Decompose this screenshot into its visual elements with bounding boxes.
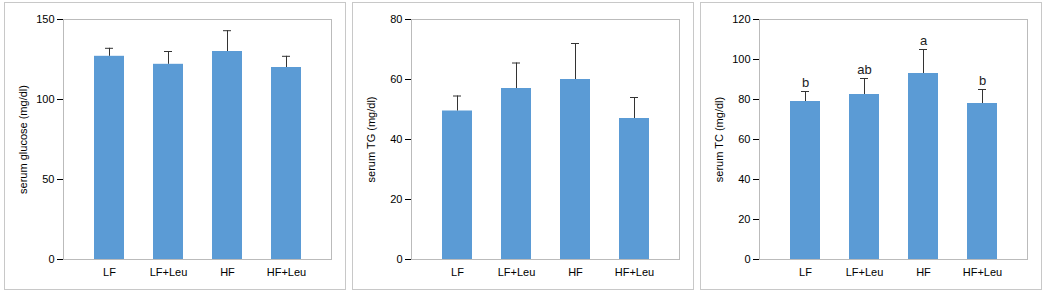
svg-text:0: 0: [396, 253, 402, 265]
svg-text:HF+Leu: HF+Leu: [615, 266, 654, 278]
svg-text:LF+Leu: LF+Leu: [846, 266, 884, 278]
svg-text:HF+Leu: HF+Leu: [267, 266, 306, 278]
svg-text:a: a: [920, 33, 928, 48]
svg-text:20: 20: [738, 213, 750, 225]
svg-text:20: 20: [390, 193, 402, 205]
svg-text:b: b: [802, 75, 809, 90]
svg-text:HF: HF: [220, 266, 235, 278]
svg-text:80: 80: [390, 13, 402, 25]
svg-text:HF: HF: [916, 266, 931, 278]
svg-text:serum TC (mg/dl): serum TC (mg/dl): [713, 97, 725, 182]
svg-text:80: 80: [738, 93, 750, 105]
svg-text:HF: HF: [568, 266, 583, 278]
svg-text:LF: LF: [103, 266, 116, 278]
svg-text:ab: ab: [857, 62, 871, 77]
svg-text:100: 100: [732, 53, 750, 65]
svg-text:150: 150: [36, 13, 54, 25]
svg-text:60: 60: [738, 133, 750, 145]
svg-text:40: 40: [738, 173, 750, 185]
svg-text:serum TG (mg/dl): serum TG (mg/dl): [365, 97, 377, 183]
svg-text:100: 100: [36, 93, 54, 105]
svg-text:120: 120: [732, 13, 750, 25]
svg-text:40: 40: [390, 133, 402, 145]
svg-text:LF: LF: [799, 266, 812, 278]
svg-text:0: 0: [48, 253, 54, 265]
svg-text:0: 0: [744, 253, 750, 265]
svg-text:serum glucose (mg/dl): serum glucose (mg/dl): [17, 85, 29, 194]
svg-text:LF+Leu: LF+Leu: [150, 266, 188, 278]
svg-text:LF+Leu: LF+Leu: [498, 266, 536, 278]
svg-text:60: 60: [390, 73, 402, 85]
svg-text:b: b: [979, 73, 986, 88]
svg-text:LF: LF: [451, 266, 464, 278]
svg-text:HF+Leu: HF+Leu: [963, 266, 1002, 278]
svg-text:50: 50: [42, 173, 54, 185]
